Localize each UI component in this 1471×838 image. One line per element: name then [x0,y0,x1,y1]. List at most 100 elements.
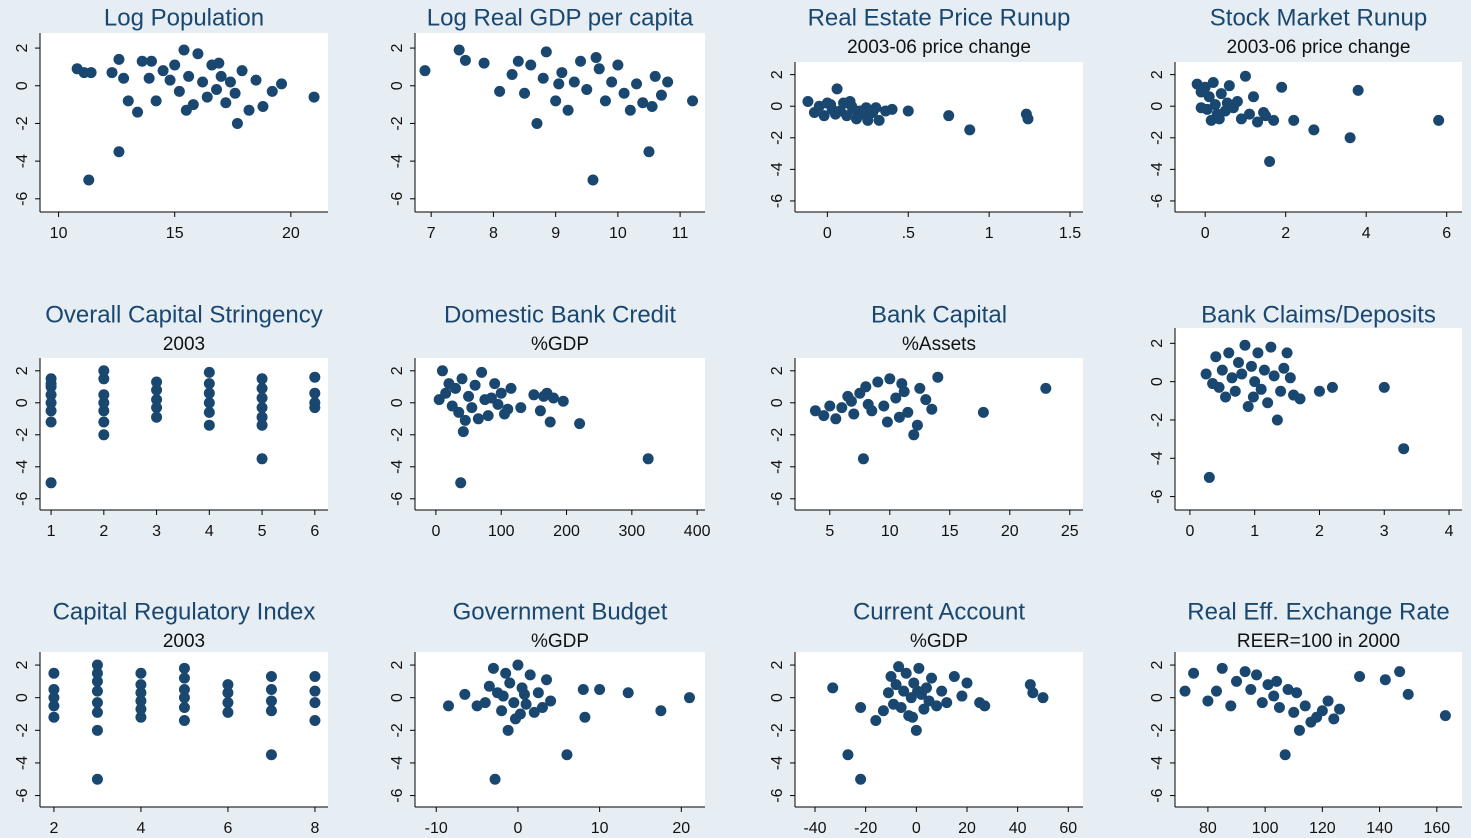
point [631,78,643,90]
point [1245,684,1257,696]
point [309,402,321,414]
point [1037,692,1049,704]
point [215,70,227,82]
point [220,97,232,109]
point [48,692,60,704]
point [1247,91,1259,103]
x-tick-label: 2 [99,523,108,540]
point [1247,391,1259,403]
point [485,392,497,404]
point [309,387,321,399]
point [561,749,573,761]
point [178,701,190,713]
x-tick-label: 20 [672,820,690,837]
panel-title: Domestic Bank Credit [444,301,676,328]
panel-title: Log Real GDP per capita [427,4,694,31]
y-tick-label: 2 [769,661,786,670]
panel-subtitle: 2003 [163,334,205,355]
y-tick-label: 2 [769,70,786,79]
y-tick-label: -4 [1149,756,1166,770]
point [882,687,894,699]
x-tick-label: 0 [513,820,522,837]
point [180,104,192,116]
point [893,661,905,673]
point [91,685,103,697]
x-tick-label: 20 [958,820,976,837]
y-tick-label: -6 [769,492,786,506]
y-tick-label: -2 [769,723,786,737]
point [827,682,839,694]
x-tick-label: 1.5 [1059,225,1081,242]
point [1252,347,1264,359]
point [151,394,163,406]
point [169,59,181,71]
point [1308,124,1320,136]
point [135,703,147,715]
point [898,685,910,697]
point [135,667,147,679]
point [91,724,103,736]
panel-subtitle: %GDP [531,334,589,355]
point [478,57,490,69]
y-tick-label: 0 [14,693,31,702]
point [151,411,163,423]
point [489,773,501,785]
point [91,667,103,679]
plot-area [795,358,1083,510]
point [908,677,920,689]
point [845,395,857,407]
point [941,697,953,709]
point [1216,364,1228,376]
point [870,715,882,727]
point [540,46,552,58]
point [309,371,321,383]
x-tick-label: 60 [1059,820,1077,837]
point [1284,372,1296,384]
point [98,397,110,409]
point [479,697,491,709]
point [505,382,517,394]
point [568,76,580,88]
x-tick-label: 200 [553,523,580,540]
point [308,91,320,103]
point [643,146,655,158]
point [197,76,209,88]
point [151,384,163,396]
point [1278,362,1290,374]
point [91,773,103,785]
point [157,65,169,77]
point [1275,385,1287,397]
point [536,701,548,713]
point [91,659,103,671]
point [1221,97,1233,109]
point [893,411,905,423]
point [528,389,540,401]
y-tick-label: -6 [1149,194,1166,208]
point [48,684,60,696]
point [581,84,593,96]
point [459,414,471,426]
y-tick-label: -2 [389,428,406,442]
y-tick-label: -6 [14,192,31,206]
plot-area [1175,328,1462,510]
y-tick-label: -2 [14,116,31,130]
point [1352,84,1364,96]
point [256,382,268,394]
point [1202,695,1214,707]
point [1195,102,1207,114]
point [1231,675,1243,687]
point [913,662,925,674]
point [469,379,481,391]
point [164,74,176,86]
point [143,72,155,84]
point [531,117,543,129]
point [192,48,204,60]
point [1239,666,1251,678]
point [455,477,467,489]
point [256,419,268,431]
point [519,87,531,99]
point [136,55,148,67]
point [224,76,236,88]
point [98,389,110,401]
point [151,376,163,388]
